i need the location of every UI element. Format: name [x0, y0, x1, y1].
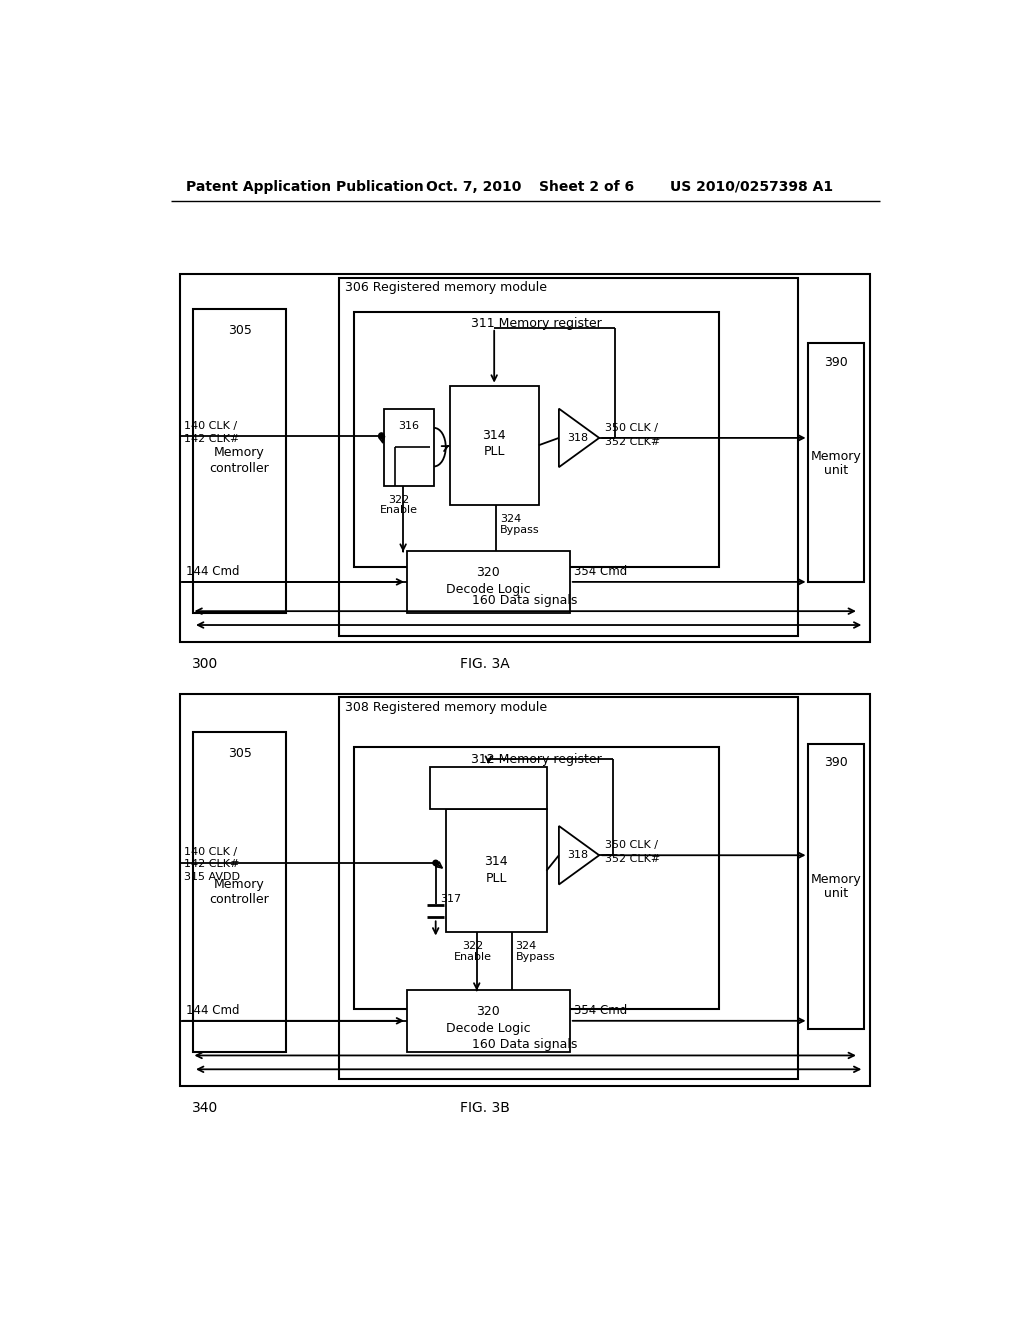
Text: 312 Memory register: 312 Memory register [471, 752, 602, 766]
Text: 322: 322 [462, 941, 483, 952]
Text: Memory: Memory [811, 450, 862, 463]
Bar [809, 743, 864, 1028]
Bar [180, 275, 870, 642]
Bar [445, 809, 547, 932]
Text: 354 Cmd: 354 Cmd [573, 565, 627, 578]
Text: 140 CLK /: 140 CLK / [183, 421, 237, 430]
Text: Memory: Memory [811, 874, 862, 887]
Bar [407, 990, 569, 1052]
Text: 322: 322 [389, 495, 410, 504]
Text: 160 Data signals: 160 Data signals [472, 1038, 578, 1051]
Text: 314: 314 [482, 429, 506, 442]
Text: Memory: Memory [214, 878, 265, 891]
Text: 390: 390 [824, 756, 848, 770]
Text: PLL: PLL [483, 445, 505, 458]
Text: Enable: Enable [454, 952, 492, 962]
Text: 314: 314 [484, 855, 508, 869]
Text: 308 Registered memory module: 308 Registered memory module [345, 701, 547, 714]
Text: 300: 300 [191, 656, 218, 671]
Text: FIG. 3B: FIG. 3B [460, 1101, 509, 1115]
Text: Bypass: Bypass [515, 952, 555, 962]
Text: Bypass: Bypass [500, 524, 540, 535]
Circle shape [433, 861, 438, 866]
Bar [194, 733, 286, 1052]
Text: FIG. 3A: FIG. 3A [460, 656, 509, 671]
Text: 318: 318 [567, 850, 588, 861]
Text: 390: 390 [824, 356, 848, 370]
Circle shape [379, 433, 384, 438]
Text: 350 CLK /: 350 CLK / [605, 841, 658, 850]
Text: 316: 316 [398, 421, 420, 430]
Bar [450, 385, 539, 506]
Text: 160 Data signals: 160 Data signals [472, 594, 578, 607]
Text: Memory: Memory [214, 446, 265, 459]
Text: controller: controller [210, 462, 269, 475]
Bar [384, 409, 434, 486]
Bar [339, 697, 798, 1078]
Bar [180, 693, 870, 1086]
Text: 318: 318 [567, 433, 588, 444]
Text: 306 Registered memory module: 306 Registered memory module [345, 281, 547, 294]
Text: 324: 324 [500, 513, 521, 524]
Text: 144 Cmd: 144 Cmd [186, 1005, 240, 1018]
Text: 317: 317 [440, 894, 462, 904]
Text: 320: 320 [476, 566, 501, 579]
Text: controller: controller [210, 894, 269, 906]
Text: 324: 324 [515, 941, 537, 952]
Text: 142 CLK#: 142 CLK# [183, 859, 240, 870]
Text: 350 CLK /: 350 CLK / [605, 422, 658, 433]
Text: 144 Cmd: 144 Cmd [186, 565, 240, 578]
Text: Enable: Enable [380, 506, 418, 515]
Text: 311 Memory register: 311 Memory register [471, 317, 602, 330]
Text: Oct. 7, 2010: Oct. 7, 2010 [426, 180, 522, 194]
Text: 315 AVDD: 315 AVDD [183, 871, 240, 882]
Text: 142 CLK#: 142 CLK# [183, 434, 240, 445]
Text: 352 CLK#: 352 CLK# [605, 854, 660, 865]
Bar [407, 552, 569, 612]
Text: 340: 340 [191, 1101, 218, 1115]
Bar [194, 309, 286, 612]
Bar [339, 277, 798, 636]
Text: 354 Cmd: 354 Cmd [573, 1005, 627, 1018]
Text: Decode Logic: Decode Logic [446, 583, 530, 597]
Text: 305: 305 [227, 323, 252, 337]
Text: unit: unit [824, 463, 849, 477]
Text: 140 CLK /: 140 CLK / [183, 847, 237, 857]
Bar [354, 747, 719, 1010]
Text: 305: 305 [227, 747, 252, 760]
Text: 320: 320 [476, 1005, 501, 1018]
Bar [809, 343, 864, 582]
Bar [354, 313, 719, 566]
Text: 352 CLK#: 352 CLK# [605, 437, 660, 446]
Text: PLL: PLL [485, 871, 507, 884]
Text: Patent Application Publication: Patent Application Publication [186, 180, 424, 194]
Text: Decode Logic: Decode Logic [446, 1022, 530, 1035]
Text: Sheet 2 of 6: Sheet 2 of 6 [539, 180, 634, 194]
Text: US 2010/0257398 A1: US 2010/0257398 A1 [671, 180, 834, 194]
Text: unit: unit [824, 887, 849, 900]
Bar [430, 767, 547, 809]
